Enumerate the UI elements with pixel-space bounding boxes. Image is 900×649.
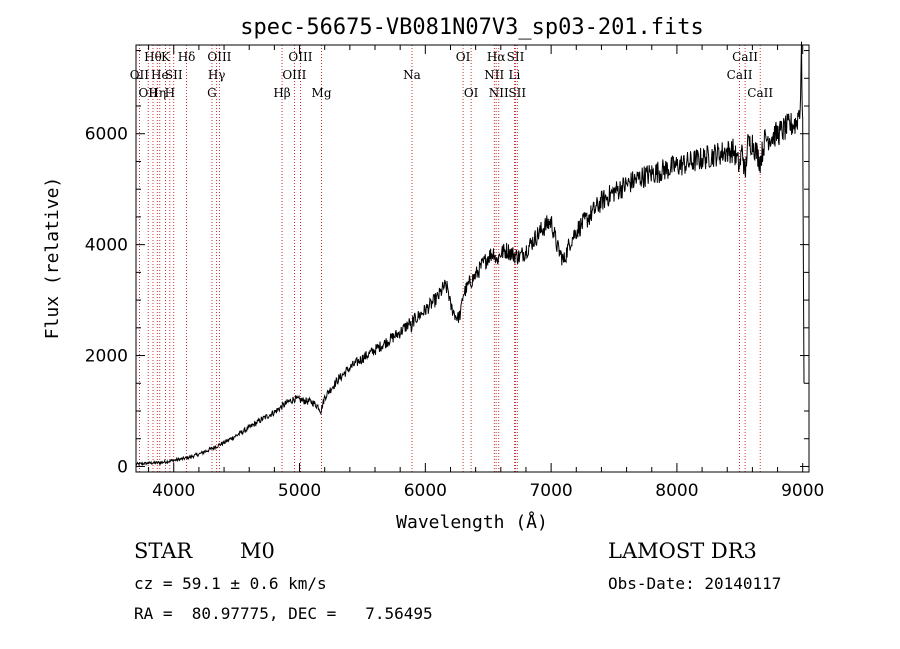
spectral-line-label: OIII <box>282 68 306 82</box>
spectral-line-label: Mg <box>312 86 332 100</box>
x-tick-label: 4000 <box>152 481 195 501</box>
spectral-line-label: OIII <box>207 50 231 64</box>
y-tick-label: 6000 <box>85 125 128 145</box>
spectral-line-label: OII <box>139 86 159 100</box>
x-tick-label: 5000 <box>278 481 321 501</box>
spectral-line-label: Hα <box>487 50 506 64</box>
redshift-cz: cz = 59.1 ± 0.6 km/s <box>134 574 327 593</box>
x-tick-label: 7000 <box>529 481 572 501</box>
spectral-line-labels: OII OII Hθ Hη He K H SII Hδ G Hγ OIII Hβ OIII OIII Mg Na… <box>130 50 774 100</box>
spectral-line-label: Hη <box>148 86 166 100</box>
spectral-line-label: G <box>207 86 217 100</box>
object-subclass: M0 <box>240 539 275 563</box>
spectral-line-label: Hθ <box>144 50 162 64</box>
spectral-line-label: SII <box>508 86 526 100</box>
x-axis-ticks: 4000 5000 6000 7000 8000 9000 <box>148 45 824 501</box>
spectral-line-label: He <box>151 68 169 82</box>
x-tick-label: 9000 <box>781 481 824 501</box>
spectral-line-label: Hβ <box>273 86 290 100</box>
spectral-line-label: K <box>161 50 171 64</box>
plot-frame <box>135 44 810 473</box>
spectral-line-label: NII <box>484 68 504 82</box>
spectral-line-label: OI <box>456 50 471 64</box>
spectral-line-label: SII <box>507 50 525 64</box>
spectral-line-label: OII <box>130 68 150 82</box>
chart-title: spec-56675-VB081N07V3_sp03-201.fits <box>240 15 704 40</box>
spectral-line-label: NII <box>489 86 509 100</box>
spectral-line-label: Na <box>403 68 421 82</box>
x-tick-label: 8000 <box>655 481 698 501</box>
obs-date: Obs-Date: 20140117 <box>608 574 782 593</box>
spectral-line-label: CaII <box>727 68 753 82</box>
object-class: STAR <box>134 539 193 563</box>
spectral-line-label: CaII <box>732 50 758 64</box>
y-axis-label: Flux (relative) <box>42 177 63 340</box>
coordinates: RA = 80.97775, DEC = 7.56495 <box>134 604 433 623</box>
spectral-line-label: Li <box>508 68 520 82</box>
spectrum-line <box>135 41 805 467</box>
spectral-line-label: SII <box>165 68 183 82</box>
x-axis-label: Wavelength (Å) <box>396 511 548 533</box>
spectral-line-label: OIII <box>288 50 312 64</box>
spectral-line-label: CaII <box>747 86 773 100</box>
spectral-lines <box>138 45 761 472</box>
survey-name: LAMOST DR3 <box>608 539 757 563</box>
x-tick-label: 6000 <box>404 481 447 501</box>
y-tick-label: 4000 <box>85 236 128 256</box>
spectral-line-label: H <box>165 86 175 100</box>
y-tick-label: 0 <box>117 457 128 477</box>
spectral-line-label: OI <box>464 86 479 100</box>
spectral-line-label: Hδ <box>178 50 196 64</box>
y-axis-ticks: 0 2000 4000 6000 <box>85 50 809 477</box>
spectral-line-label: Hγ <box>208 68 226 82</box>
y-tick-label: 2000 <box>85 347 128 367</box>
